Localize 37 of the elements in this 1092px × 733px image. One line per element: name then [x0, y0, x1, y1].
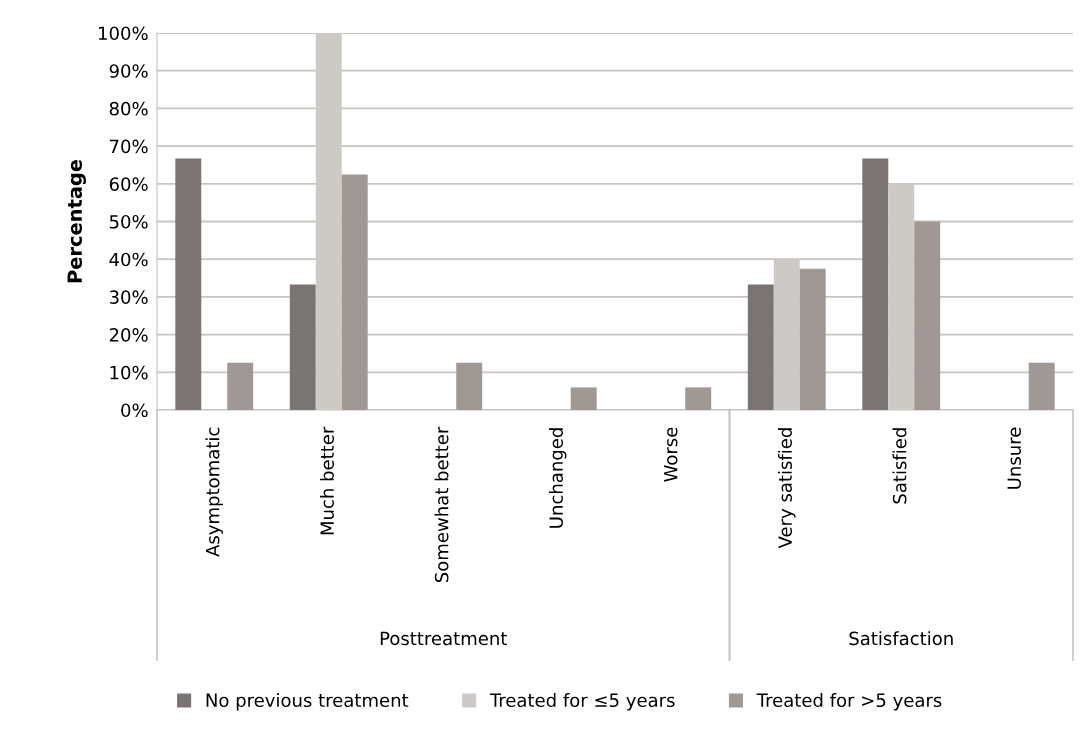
x-tick-label: Satisfied [892, 428, 907, 504]
bar [175, 158, 202, 410]
y-tick-label: 80% [109, 101, 148, 116]
y-tick-label: 20% [109, 328, 148, 342]
legend-label: Treated for >5 years [756, 693, 942, 711]
bar [914, 221, 941, 410]
y-axis-title: Percentage [67, 159, 86, 283]
bar [456, 362, 483, 410]
y-tick-label: 10% [110, 365, 148, 380]
y-tick-label: 90% [109, 64, 148, 78]
legend-label: Treated for ≤5 years [489, 693, 675, 711]
x-tick-label: Asymptomatic [205, 427, 223, 557]
y-tick-label: 0% [121, 403, 148, 418]
y-tick-label: 60% [109, 177, 148, 191]
x-tick-label: Somewhat better [434, 426, 449, 583]
y-tick-label: 50% [109, 214, 148, 229]
x-tick-label: Worse [664, 427, 678, 482]
x-tick-label: Unsure [1007, 427, 1021, 489]
x-tick-label: Much better [320, 426, 334, 535]
text: Satisfaction [849, 631, 953, 646]
legend-label: No previous treatment [206, 693, 409, 711]
y-tick-label: 70% [110, 139, 148, 154]
bar [747, 284, 774, 410]
y-tick-label: 30% [109, 290, 148, 305]
x-tick-label: Unchanged [549, 428, 567, 528]
text: Posttreatment [380, 631, 507, 646]
y-tick-label: 40% [109, 252, 148, 267]
bar [227, 362, 254, 410]
bar [341, 174, 368, 410]
bar [570, 387, 597, 410]
bar [799, 268, 826, 410]
bar [862, 158, 889, 410]
x-tick-label: Very satisfied [778, 428, 796, 549]
bar [685, 387, 712, 410]
y-tick-label: 100% [99, 26, 148, 41]
bar [289, 284, 316, 410]
bar [1028, 362, 1055, 410]
